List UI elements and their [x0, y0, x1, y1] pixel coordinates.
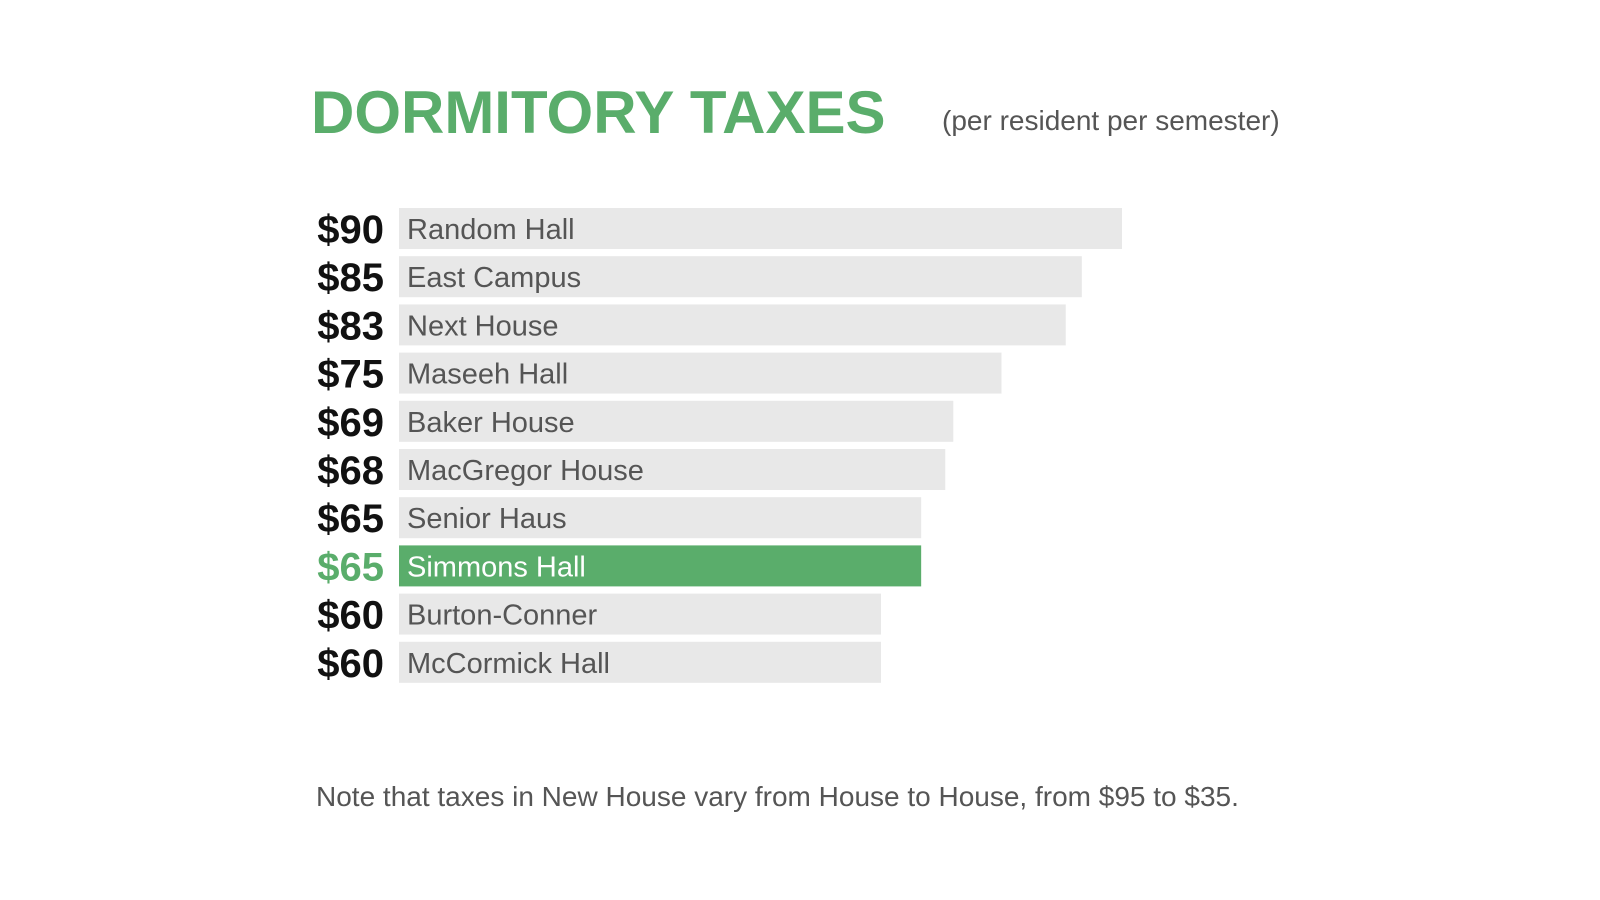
bar-label: Simmons Hall [407, 551, 586, 583]
bar-label: Next House [407, 310, 559, 342]
bar-baker-house [399, 400, 954, 442]
bar-label: East Campus [407, 262, 581, 294]
bar-label: McCormick Hall [407, 648, 610, 680]
value-label: $68 [317, 449, 384, 493]
bar-macgregor-house [399, 449, 946, 490]
value-label: $85 [317, 256, 384, 300]
value-label: $69 [317, 401, 384, 445]
bar-mccormick-hall [399, 641, 881, 683]
value-label: $60 [317, 642, 384, 686]
bar-label: Senior Haus [407, 503, 567, 535]
value-label: $75 [317, 353, 384, 397]
bar-next-house [399, 304, 1066, 346]
value-label: $65 [317, 497, 384, 541]
chart-subtitle: (per resident per semester) [942, 105, 1280, 136]
chart-note: Note that taxes in New House vary from H… [316, 781, 1239, 812]
bar-burton-conner [399, 593, 881, 635]
bar-senior-haus [399, 497, 922, 539]
value-label: $65 [317, 545, 384, 589]
value-label: $83 [317, 304, 384, 348]
value-label: $90 [317, 208, 384, 252]
bar-label: Baker House [407, 407, 575, 439]
bars-group: Random Hall $90 East Campus $85 Next House $8… [317, 208, 1122, 686]
bar-label: Maseeh Hall [407, 359, 568, 391]
chart-title: DORMITORY TAXES [311, 79, 886, 146]
value-label: $60 [317, 594, 384, 638]
bar-simmons-hall [399, 545, 922, 587]
bar-label: MacGregor House [407, 455, 644, 487]
bar-maseeh-hall [399, 352, 1002, 394]
bar-east-campus [399, 256, 1082, 298]
bar-random-hall [399, 208, 1122, 249]
bar-label: Burton-Conner [407, 600, 598, 632]
bar-label: Random Hall [407, 214, 575, 246]
